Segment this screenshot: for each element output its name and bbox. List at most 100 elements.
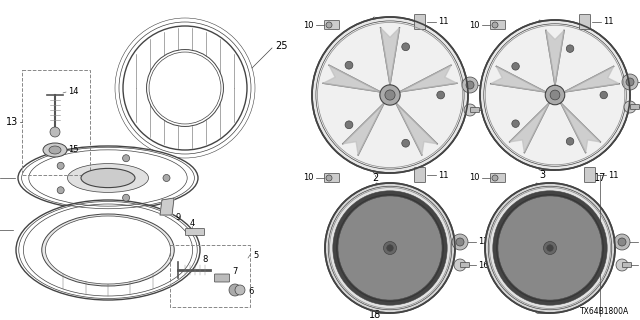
Bar bbox=[22, 70, 90, 175]
Ellipse shape bbox=[325, 183, 455, 313]
Ellipse shape bbox=[49, 146, 61, 154]
Circle shape bbox=[600, 91, 607, 99]
Ellipse shape bbox=[488, 186, 612, 310]
Ellipse shape bbox=[493, 191, 607, 305]
Ellipse shape bbox=[328, 186, 452, 310]
Text: 11: 11 bbox=[438, 171, 449, 180]
Polygon shape bbox=[381, 28, 399, 85]
Ellipse shape bbox=[485, 183, 615, 313]
Circle shape bbox=[123, 155, 129, 162]
Circle shape bbox=[456, 238, 464, 246]
Text: 12: 12 bbox=[478, 237, 488, 246]
Circle shape bbox=[436, 91, 445, 99]
Circle shape bbox=[326, 175, 332, 181]
Circle shape bbox=[512, 63, 519, 70]
Ellipse shape bbox=[498, 196, 602, 300]
FancyBboxPatch shape bbox=[490, 20, 506, 29]
Circle shape bbox=[492, 175, 498, 181]
Ellipse shape bbox=[484, 24, 627, 166]
Circle shape bbox=[618, 238, 626, 246]
Circle shape bbox=[402, 139, 410, 147]
Text: 11: 11 bbox=[608, 171, 618, 180]
Text: 14: 14 bbox=[68, 87, 79, 97]
Text: 11: 11 bbox=[603, 18, 614, 27]
Circle shape bbox=[566, 138, 574, 145]
Polygon shape bbox=[160, 198, 174, 215]
Text: 2: 2 bbox=[372, 173, 378, 183]
Ellipse shape bbox=[147, 50, 223, 126]
Text: 4: 4 bbox=[189, 220, 195, 228]
Circle shape bbox=[492, 22, 498, 28]
Ellipse shape bbox=[333, 191, 447, 305]
FancyBboxPatch shape bbox=[324, 173, 339, 182]
Circle shape bbox=[235, 285, 245, 295]
Circle shape bbox=[163, 174, 170, 181]
Circle shape bbox=[622, 74, 638, 90]
Polygon shape bbox=[399, 65, 457, 92]
Polygon shape bbox=[396, 103, 437, 155]
FancyBboxPatch shape bbox=[470, 108, 479, 113]
Circle shape bbox=[566, 45, 574, 52]
Text: 16: 16 bbox=[488, 106, 499, 115]
Polygon shape bbox=[323, 65, 380, 92]
Circle shape bbox=[512, 120, 519, 127]
Text: 8: 8 bbox=[202, 255, 208, 265]
FancyBboxPatch shape bbox=[415, 167, 426, 182]
Circle shape bbox=[462, 77, 478, 93]
Circle shape bbox=[326, 22, 332, 28]
Text: 7: 7 bbox=[232, 268, 237, 276]
FancyBboxPatch shape bbox=[214, 274, 230, 282]
Ellipse shape bbox=[385, 90, 395, 100]
Ellipse shape bbox=[123, 26, 247, 150]
Polygon shape bbox=[561, 103, 600, 153]
Ellipse shape bbox=[383, 242, 397, 254]
FancyBboxPatch shape bbox=[186, 228, 205, 236]
Polygon shape bbox=[491, 66, 546, 92]
FancyBboxPatch shape bbox=[584, 167, 595, 182]
Circle shape bbox=[50, 127, 60, 137]
Text: 5: 5 bbox=[253, 251, 259, 260]
Ellipse shape bbox=[16, 200, 200, 300]
Text: 15: 15 bbox=[68, 146, 79, 155]
Text: 16: 16 bbox=[478, 260, 488, 269]
Circle shape bbox=[616, 259, 628, 271]
Text: 10: 10 bbox=[303, 173, 314, 182]
Ellipse shape bbox=[545, 85, 564, 105]
Polygon shape bbox=[343, 103, 384, 155]
Circle shape bbox=[57, 187, 64, 194]
Text: 10: 10 bbox=[470, 20, 480, 29]
Ellipse shape bbox=[45, 216, 170, 284]
Bar bbox=[170, 245, 250, 307]
Circle shape bbox=[614, 234, 630, 250]
Ellipse shape bbox=[18, 146, 198, 210]
Ellipse shape bbox=[43, 143, 67, 157]
FancyBboxPatch shape bbox=[415, 14, 426, 29]
Circle shape bbox=[57, 162, 64, 169]
Text: TX64B1800A: TX64B1800A bbox=[580, 308, 629, 316]
Circle shape bbox=[402, 43, 410, 51]
Circle shape bbox=[345, 121, 353, 129]
Ellipse shape bbox=[312, 17, 468, 173]
Ellipse shape bbox=[316, 21, 464, 169]
Text: 17: 17 bbox=[594, 173, 606, 183]
Ellipse shape bbox=[67, 164, 148, 192]
Ellipse shape bbox=[338, 196, 442, 300]
Circle shape bbox=[624, 101, 636, 113]
Ellipse shape bbox=[547, 245, 553, 251]
Text: 18: 18 bbox=[369, 310, 381, 320]
Text: 10: 10 bbox=[303, 20, 314, 29]
Polygon shape bbox=[509, 103, 549, 153]
FancyBboxPatch shape bbox=[623, 262, 632, 268]
Ellipse shape bbox=[543, 242, 557, 254]
FancyBboxPatch shape bbox=[461, 262, 470, 268]
FancyBboxPatch shape bbox=[579, 14, 591, 29]
Text: 11: 11 bbox=[438, 18, 449, 27]
FancyBboxPatch shape bbox=[324, 20, 339, 29]
Text: 25: 25 bbox=[275, 41, 287, 51]
Text: 10: 10 bbox=[470, 173, 480, 182]
Polygon shape bbox=[564, 66, 620, 92]
Circle shape bbox=[466, 81, 474, 89]
Ellipse shape bbox=[380, 85, 400, 105]
Circle shape bbox=[626, 78, 634, 86]
Ellipse shape bbox=[550, 90, 560, 100]
